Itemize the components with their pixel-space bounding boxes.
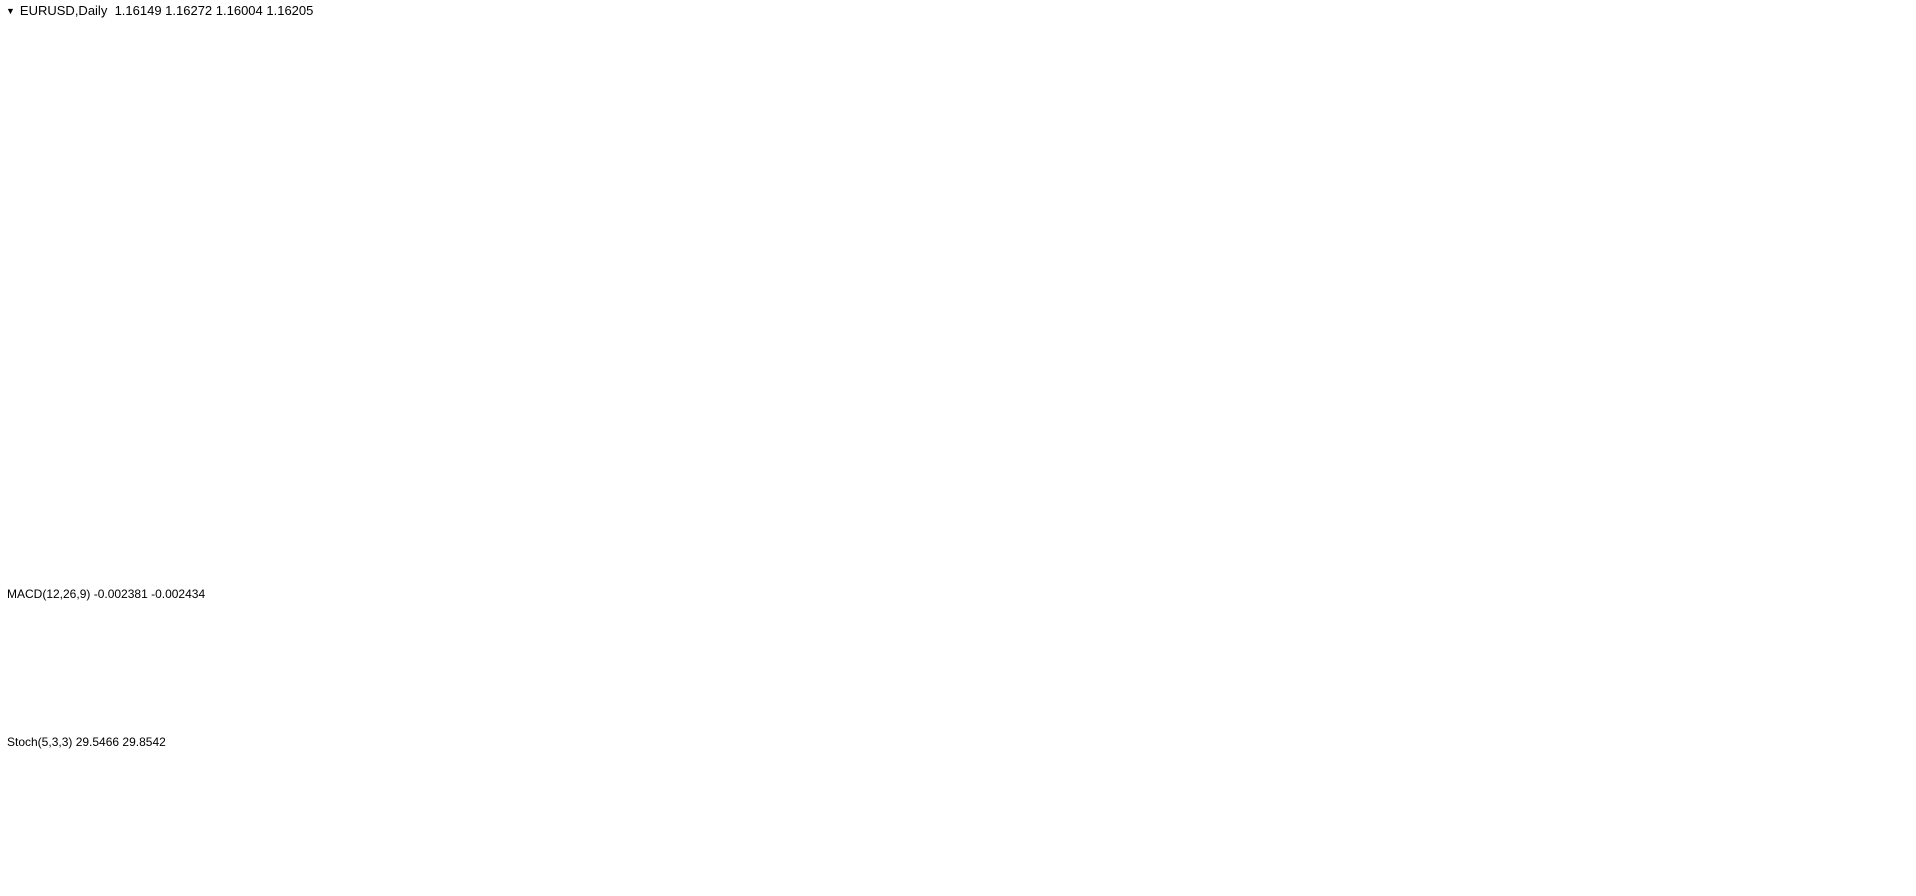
chart-title: ▼ EURUSD,Daily 1.16149 1.16272 1.16004 1.… <box>6 3 313 18</box>
symbol-period-label: EURUSD,Daily <box>19 3 108 18</box>
stoch-indicator-label: Stoch(5,3,3) 29.5466 29.8542 <box>7 735 166 749</box>
collapse-triangle-icon[interactable]: ▼ <box>6 6 15 16</box>
macd-indicator-label: MACD(12,26,9) -0.002381 -0.002434 <box>7 587 206 601</box>
quote-values: 1.16149 1.16272 1.16004 1.16205 <box>114 3 314 18</box>
